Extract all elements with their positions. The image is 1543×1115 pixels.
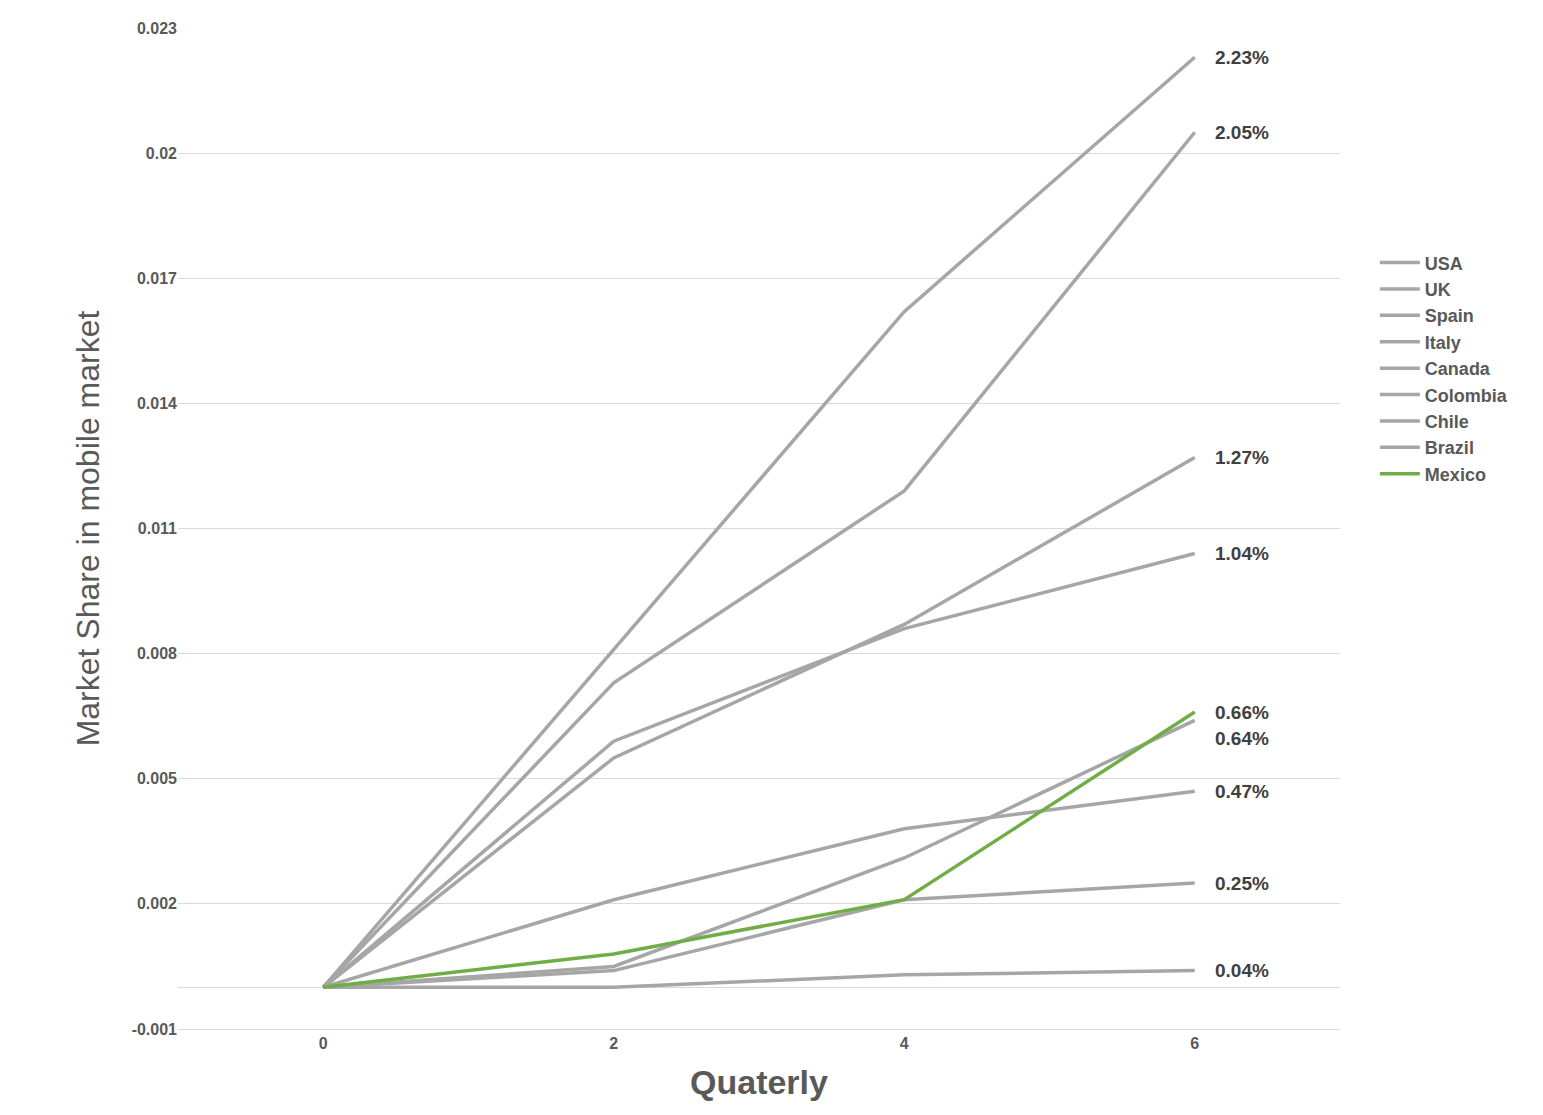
svg-text:1.04%: 1.04% — [1215, 543, 1269, 564]
svg-text:Spain: Spain — [1425, 306, 1474, 326]
svg-text:Market Share in mobile market: Market Share in mobile market — [70, 311, 106, 747]
svg-text:0.25%: 0.25% — [1215, 873, 1269, 894]
svg-text:Colombia: Colombia — [1425, 386, 1508, 406]
svg-text:0.47%: 0.47% — [1215, 781, 1269, 802]
svg-text:1.27%: 1.27% — [1215, 447, 1269, 468]
svg-text:USA: USA — [1425, 254, 1463, 274]
svg-text:0.02: 0.02 — [146, 145, 177, 162]
svg-text:0.014: 0.014 — [137, 395, 177, 412]
svg-text:UK: UK — [1425, 280, 1451, 300]
svg-text:0.005: 0.005 — [137, 770, 177, 787]
svg-text:2.05%: 2.05% — [1215, 122, 1269, 143]
svg-text:Canada: Canada — [1425, 359, 1491, 379]
svg-text:Brazil: Brazil — [1425, 438, 1474, 458]
svg-text:0.66%: 0.66% — [1215, 702, 1269, 723]
svg-text:0.017: 0.017 — [137, 270, 177, 287]
svg-text:4: 4 — [900, 1035, 909, 1052]
svg-text:Mexico: Mexico — [1425, 465, 1486, 485]
svg-text:6: 6 — [1190, 1035, 1199, 1052]
svg-text:Quaterly: Quaterly — [690, 1063, 828, 1101]
svg-text:-0.001: -0.001 — [132, 1021, 177, 1038]
svg-text:Italy: Italy — [1425, 333, 1461, 353]
svg-text:0.04%: 0.04% — [1215, 960, 1269, 981]
svg-text:2: 2 — [609, 1035, 618, 1052]
svg-text:Chile: Chile — [1425, 412, 1469, 432]
svg-text:0.008: 0.008 — [137, 645, 177, 662]
svg-text:0.011: 0.011 — [138, 520, 177, 537]
svg-text:0.64%: 0.64% — [1215, 728, 1269, 749]
svg-text:0.002: 0.002 — [137, 895, 177, 912]
svg-text:2.23%: 2.23% — [1215, 47, 1269, 68]
svg-text:0.023: 0.023 — [137, 20, 177, 37]
svg-text:0: 0 — [319, 1035, 328, 1052]
